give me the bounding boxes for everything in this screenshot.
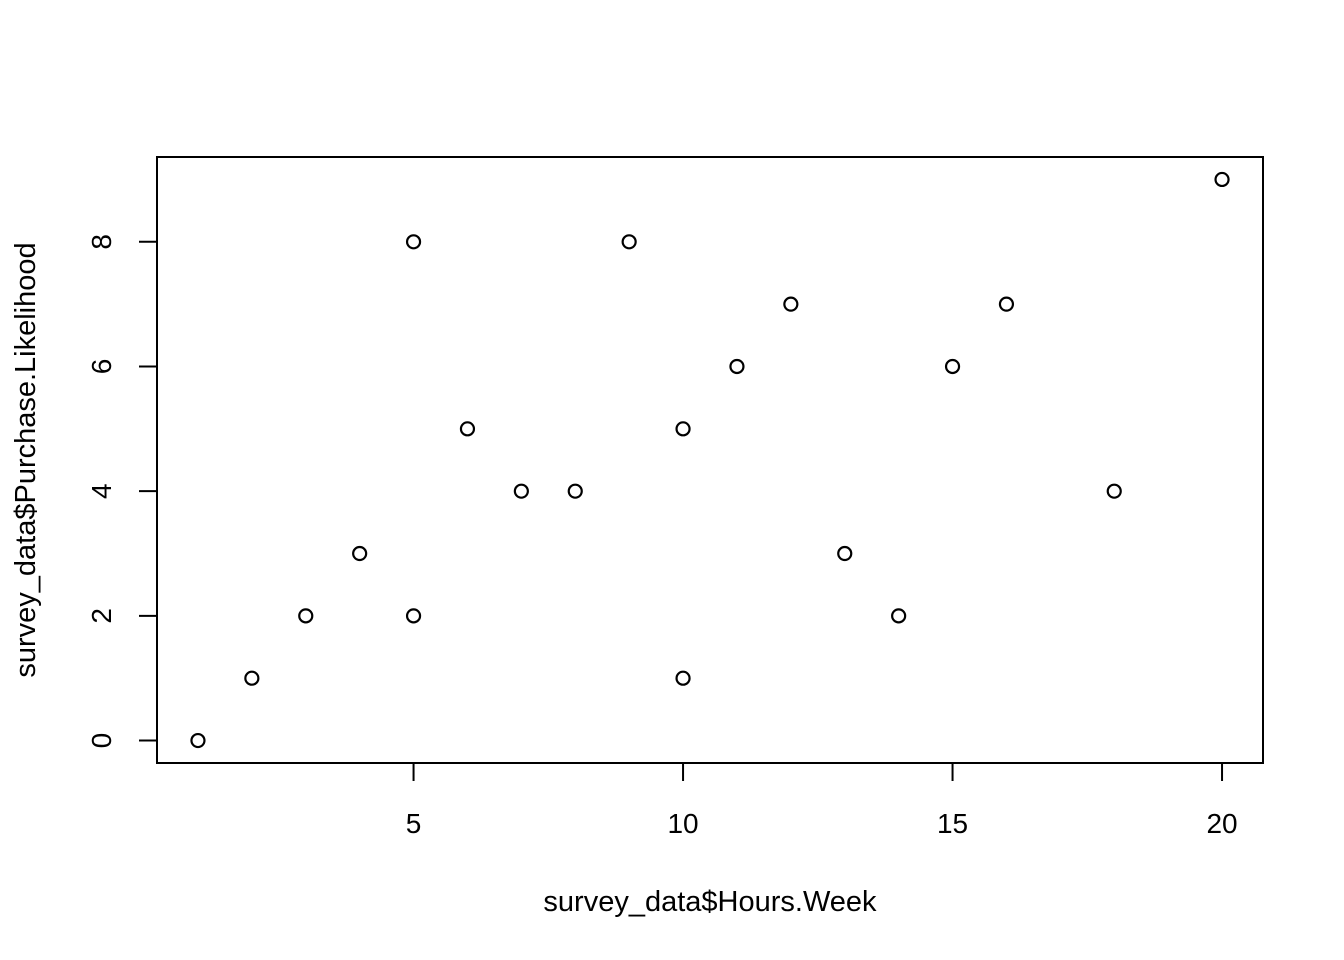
x-tick-label: 15 (937, 808, 968, 839)
data-point (944, 358, 961, 375)
data-point (891, 608, 907, 624)
x-tick-label: 20 (1206, 808, 1237, 839)
data-point (513, 483, 529, 499)
data-point (567, 483, 583, 499)
data-point (675, 421, 691, 437)
x-axis: 5 10 15 20 (406, 762, 1238, 839)
data-point (352, 545, 368, 562)
data-point (837, 545, 853, 562)
x-tick-label: 10 (667, 808, 698, 839)
y-tick-label: 8 (86, 234, 117, 250)
data-point (621, 234, 637, 250)
data-point (459, 421, 476, 437)
x-axis-title: survey_data$Hours.Week (543, 886, 877, 918)
data-point (998, 296, 1015, 312)
x-tick-label: 5 (406, 808, 422, 839)
y-axis-title: survey_data$Purchase.Likelihood (10, 242, 42, 677)
data-points (190, 171, 1230, 749)
y-tick-label: 2 (86, 608, 117, 624)
data-point (675, 670, 691, 686)
data-point (244, 670, 260, 686)
data-point (783, 296, 799, 312)
data-point (405, 608, 422, 624)
y-tick-label: 4 (86, 483, 117, 499)
y-tick-label: 6 (86, 359, 117, 375)
data-point (1106, 483, 1122, 499)
data-point (298, 608, 314, 624)
y-axis: 0 2 4 6 8 (86, 234, 158, 749)
data-point (405, 234, 422, 250)
data-point (729, 358, 745, 375)
y-tick-label: 0 (86, 733, 117, 749)
data-point (1214, 171, 1230, 188)
data-point (190, 732, 206, 749)
